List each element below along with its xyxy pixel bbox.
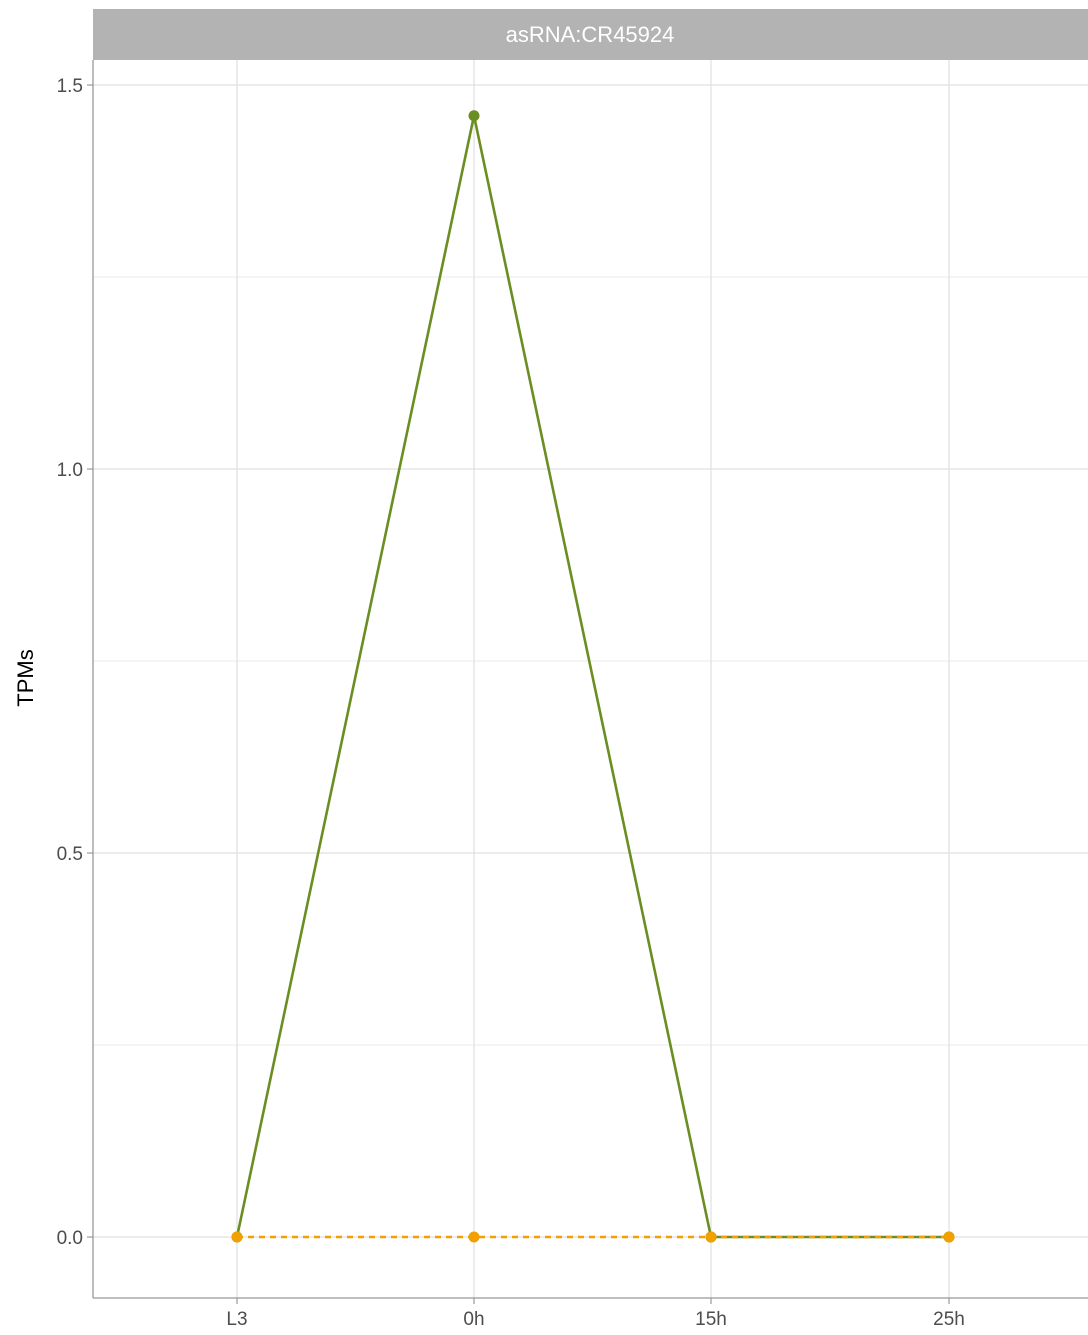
series-2-point [468, 1231, 480, 1243]
x-tick-label: 15h [695, 1309, 727, 1330]
series-lines [231, 110, 955, 1243]
x-tick-label: 25h [933, 1309, 965, 1330]
facet-strip [93, 9, 1088, 60]
x-tick-label: 0h [463, 1309, 484, 1330]
axis-ticks: 0.0 0.5 1.0 1.5 L3 0h 15h 25h [57, 76, 965, 1330]
y-axis-title: TPMs [13, 649, 38, 706]
grid-lines [93, 60, 1088, 1298]
series-2-point [705, 1231, 717, 1243]
series-2-point [231, 1231, 243, 1243]
y-tick-label: 0.0 [57, 1228, 83, 1249]
series-1-point [468, 110, 480, 122]
y-tick-label: 1.5 [57, 76, 83, 97]
y-tick-label: 0.5 [57, 844, 83, 865]
series-line-1 [235, 114, 949, 1239]
y-tick-label: 1.0 [57, 460, 83, 481]
x-tick-label: L3 [226, 1309, 247, 1330]
series-2-point [943, 1231, 955, 1243]
facet-strip-label: asRNA:CR45924 [506, 22, 675, 47]
